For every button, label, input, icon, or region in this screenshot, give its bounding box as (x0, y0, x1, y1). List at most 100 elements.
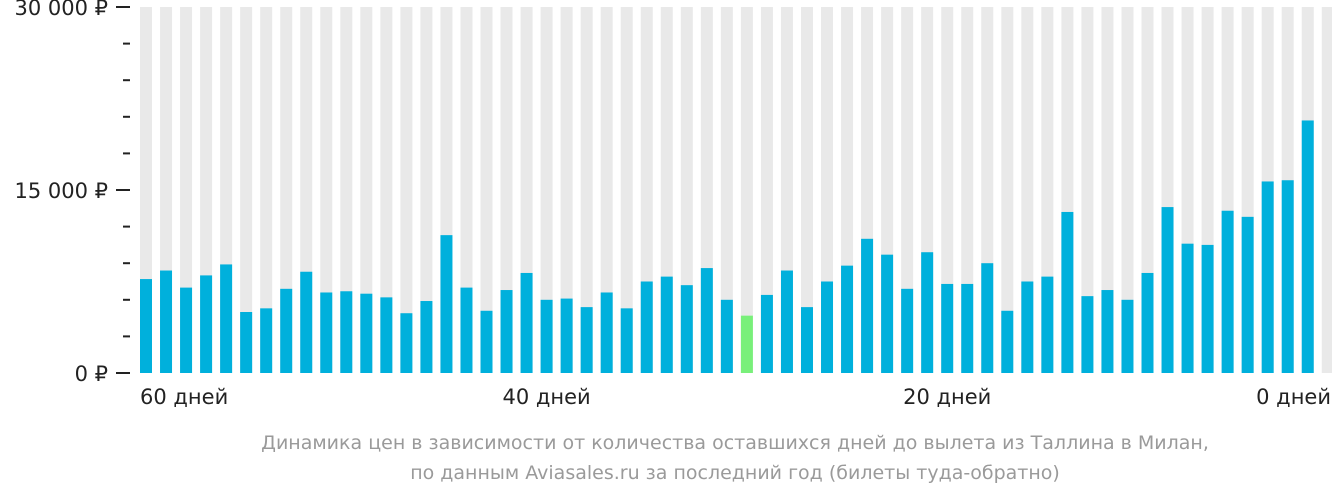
bar-background (340, 7, 353, 373)
bar[interactable] (500, 290, 513, 373)
bar[interactable] (1121, 299, 1134, 373)
bar[interactable] (660, 276, 673, 373)
bar[interactable] (420, 301, 433, 373)
chart-caption-line1: Динамика цен в зависимости от количества… (261, 432, 1209, 454)
bar-background (500, 7, 513, 373)
bar[interactable] (881, 254, 894, 373)
bar-background (460, 7, 473, 373)
bar-background (360, 7, 373, 373)
bar-background (580, 7, 593, 373)
bar[interactable] (340, 291, 353, 373)
bar[interactable] (580, 307, 593, 373)
bar[interactable] (841, 265, 854, 373)
bar[interactable] (780, 270, 793, 373)
bar[interactable] (821, 281, 834, 374)
bar-background (1001, 7, 1014, 373)
bar-background (620, 7, 633, 373)
bar[interactable] (760, 294, 773, 373)
bar-background (760, 7, 773, 373)
bar[interactable] (921, 252, 934, 373)
bar-background (320, 7, 333, 373)
y-tick-label: 30 000 ₽ (14, 0, 108, 20)
bar[interactable] (560, 298, 573, 373)
bar[interactable] (901, 288, 914, 373)
bar[interactable] (1201, 244, 1214, 373)
bar-background (1101, 7, 1114, 373)
bar-background (941, 7, 954, 373)
bar-background (180, 7, 193, 373)
bar-background (560, 7, 573, 373)
x-tick-label: 0 дней (1256, 385, 1331, 409)
y-tick-label: 0 ₽ (75, 362, 108, 386)
bar-background (380, 7, 393, 373)
bar-background (1321, 7, 1332, 373)
bar[interactable] (1041, 276, 1054, 373)
bar-cheapest[interactable] (740, 315, 753, 373)
bar[interactable] (1261, 181, 1274, 373)
bar[interactable] (240, 312, 253, 373)
bar[interactable] (140, 279, 152, 373)
bar[interactable] (440, 235, 453, 373)
bar[interactable] (640, 281, 653, 374)
bar[interactable] (800, 307, 813, 373)
bar-background (280, 7, 293, 373)
bar[interactable] (260, 308, 273, 373)
bar-background (680, 7, 693, 373)
bar[interactable] (1061, 211, 1074, 373)
bar-background (800, 7, 813, 373)
bar[interactable] (620, 308, 633, 373)
bar-background (961, 7, 974, 373)
bar[interactable] (200, 275, 213, 373)
price-chart: 0 ₽ 15 000 ₽ 30 000 ₽ 60 дней 40 дней 20 дней… (14, 0, 1332, 409)
bar-background (600, 7, 613, 373)
bar-background (1081, 7, 1094, 373)
bar[interactable] (1141, 272, 1154, 373)
x-tick-label: 40 дней (502, 385, 590, 409)
bar-background (740, 7, 753, 373)
bar[interactable] (1281, 180, 1294, 373)
bar[interactable] (280, 288, 293, 373)
bar[interactable] (220, 264, 233, 373)
bar[interactable] (1081, 296, 1094, 373)
bar[interactable] (380, 297, 393, 373)
bar-background (420, 7, 433, 373)
bar[interactable] (360, 293, 373, 373)
bar[interactable] (600, 292, 613, 373)
bar[interactable] (460, 287, 473, 373)
bar[interactable] (480, 310, 493, 373)
bar[interactable] (720, 299, 733, 373)
chart-caption-line2: по данным Aviasales.ru за последний год … (410, 462, 1060, 484)
bar[interactable] (1101, 290, 1114, 373)
bar[interactable] (400, 313, 413, 373)
bar[interactable] (540, 299, 553, 373)
bar-background (400, 7, 413, 373)
bar[interactable] (1301, 120, 1314, 374)
bar[interactable] (941, 283, 954, 373)
bar-background (480, 7, 493, 373)
bar-background (240, 7, 253, 373)
bar[interactable] (1221, 210, 1234, 373)
bar-background (540, 7, 553, 373)
bar[interactable] (700, 268, 713, 373)
bar[interactable] (680, 285, 693, 373)
x-tick-label: 20 дней (903, 385, 991, 409)
bar[interactable] (300, 271, 313, 373)
bar-background (1121, 7, 1134, 373)
bar[interactable] (320, 292, 333, 373)
x-tick-label: 60 дней (140, 385, 228, 409)
bar[interactable] (1021, 281, 1034, 374)
bar-background (260, 7, 273, 373)
bar[interactable] (520, 272, 533, 373)
bar[interactable] (180, 287, 193, 373)
bar-background (720, 7, 733, 373)
bar[interactable] (1241, 216, 1254, 373)
bar[interactable] (1181, 243, 1194, 373)
y-tick-label: 15 000 ₽ (14, 179, 108, 203)
bar[interactable] (981, 263, 994, 373)
bar[interactable] (861, 238, 874, 373)
bar[interactable] (1161, 207, 1174, 373)
bar[interactable] (1001, 310, 1014, 373)
bar[interactable] (160, 270, 173, 373)
bar[interactable] (961, 283, 974, 373)
bar-background (901, 7, 914, 373)
